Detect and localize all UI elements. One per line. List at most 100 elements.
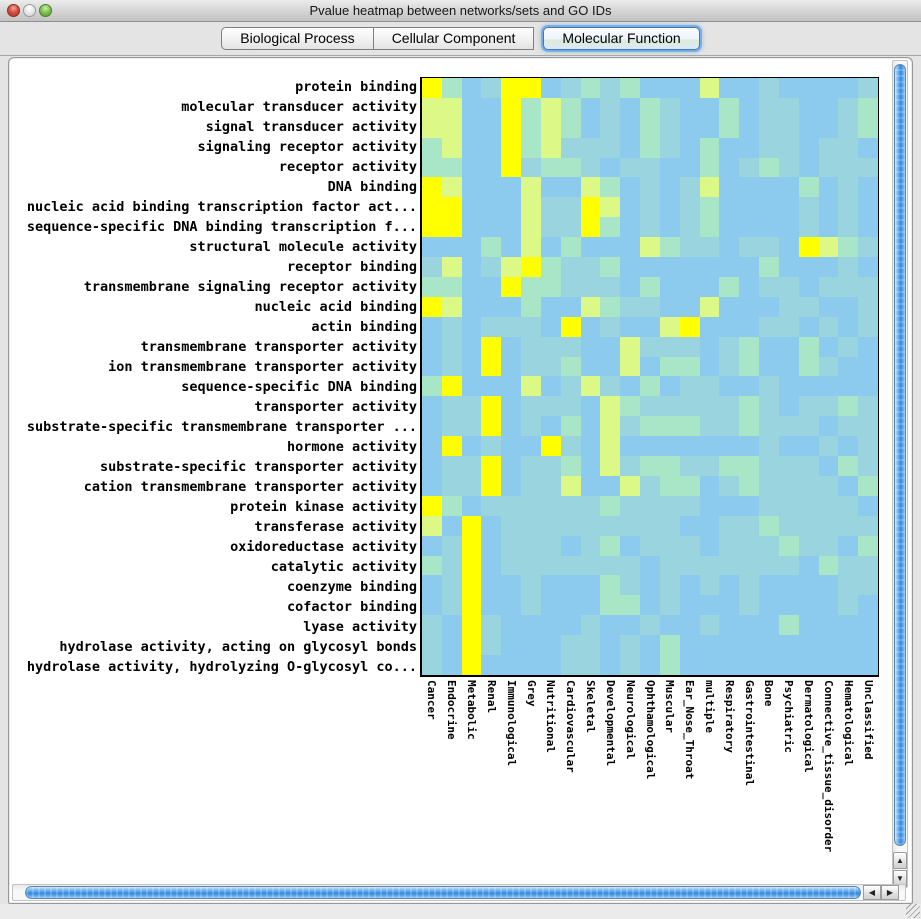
heatmap-cell <box>461 276 482 297</box>
heatmap-cell <box>441 197 462 218</box>
heatmap-cell <box>422 177 442 198</box>
heatmap-cell <box>739 78 760 98</box>
heatmap-cell <box>818 635 839 656</box>
heatmap-cell <box>679 117 700 138</box>
heatmap-cell <box>580 515 601 536</box>
scroll-right-button[interactable]: ▶ <box>881 885 899 900</box>
heatmap-cell <box>461 475 482 496</box>
heatmap-cell <box>798 396 819 417</box>
resize-grip[interactable] <box>906 904 920 918</box>
heatmap-cell <box>719 416 740 437</box>
heatmap-cell <box>501 555 522 576</box>
heatmap-cell <box>798 276 819 297</box>
heatmap-cell <box>501 336 522 357</box>
heatmap-cell <box>699 217 720 238</box>
heatmap-cell <box>481 177 502 198</box>
heatmap-cell <box>838 515 859 536</box>
heatmap-cell <box>759 197 779 218</box>
heatmap-cell <box>699 555 720 576</box>
heatmap-cell <box>620 515 641 536</box>
heatmap-cell <box>501 396 522 417</box>
heatmap-cell <box>481 575 502 596</box>
heatmap-cell <box>798 615 819 636</box>
heatmap-cell <box>501 356 522 377</box>
heatmap-cell <box>521 555 541 576</box>
heatmap-cell <box>739 137 760 158</box>
heatmap-cell <box>441 396 462 417</box>
heatmap-cell <box>818 117 839 138</box>
heatmap-cell <box>540 356 561 377</box>
heatmap-cell <box>818 655 839 675</box>
heatmap-cell <box>540 555 561 576</box>
heatmap-cell <box>798 436 819 457</box>
heatmap-cell <box>580 356 601 377</box>
heatmap-cell <box>580 97 601 118</box>
heatmap-cell <box>560 396 581 417</box>
vertical-scrollbar[interactable]: ▲ ▼ <box>892 60 908 888</box>
heatmap-cell <box>739 177 760 198</box>
heatmap-row-labels: protein binding molecular transducer acti… <box>19 77 417 677</box>
close-button[interactable] <box>7 4 20 17</box>
heatmap-cell <box>481 635 502 656</box>
heatmap-cell <box>858 555 878 576</box>
heatmap-cell <box>481 296 502 317</box>
heatmap-cell <box>719 475 740 496</box>
row-label: ion transmembrane transporter activity <box>108 359 417 375</box>
heatmap-cell <box>778 475 799 496</box>
heatmap-cell <box>798 157 819 178</box>
heatmap-cell <box>798 177 819 198</box>
heatmap-cell <box>600 137 621 158</box>
heatmap-cell <box>461 635 482 656</box>
heatmap-cell <box>521 396 541 417</box>
heatmap-cell <box>838 535 859 556</box>
heatmap-cell <box>441 635 462 656</box>
heatmap-cell <box>679 555 700 576</box>
tab-biological-process[interactable]: Biological Process <box>221 27 374 50</box>
column-label: Cardiovascular <box>564 680 577 773</box>
heatmap-cell <box>521 137 541 158</box>
heatmap-cell <box>679 535 700 556</box>
zoom-button[interactable] <box>39 4 52 17</box>
horizontal-scrollbar[interactable]: ◀ ▶ <box>12 884 906 901</box>
heatmap-cell <box>422 655 442 675</box>
heatmap-cell <box>679 97 700 118</box>
scroll-left-button[interactable]: ◀ <box>863 885 881 900</box>
heatmap-cell <box>838 217 859 238</box>
heatmap-cell <box>759 436 779 457</box>
window-titlebar[interactable]: Pvalue heatmap between networks/sets and… <box>0 0 921 22</box>
heatmap-cell <box>441 157 462 178</box>
vscroll-thumb[interactable] <box>894 64 906 846</box>
heatmap-cell <box>719 456 740 476</box>
heatmap-cell <box>858 197 878 218</box>
column-label: Grey <box>525 680 538 707</box>
heatmap-cell <box>699 436 720 457</box>
heatmap-cell <box>858 356 878 377</box>
tab-cellular-component[interactable]: Cellular Component <box>373 27 535 50</box>
heatmap-cell <box>719 316 740 337</box>
heatmap-cell <box>719 535 740 556</box>
heatmap-cell <box>461 436 482 457</box>
hscroll-thumb[interactable] <box>25 886 861 899</box>
heatmap-cell <box>461 296 482 317</box>
heatmap-cell <box>679 595 700 616</box>
heatmap-cell <box>739 356 760 377</box>
heatmap-cell <box>838 495 859 516</box>
row-label: nucleic acid binding <box>254 299 417 315</box>
heatmap-cell <box>818 97 839 118</box>
heatmap-cell <box>699 117 720 138</box>
heatmap-cell <box>679 456 700 476</box>
scroll-up-button[interactable]: ▲ <box>893 852 907 869</box>
heatmap-cell <box>739 237 760 258</box>
heatmap-cell <box>818 436 839 457</box>
heatmap-cell <box>422 495 442 516</box>
heatmap-cell <box>699 237 720 258</box>
heatmap-cell <box>659 217 680 238</box>
minimize-button[interactable] <box>23 4 36 17</box>
heatmap-cell <box>540 436 561 457</box>
heatmap-cell <box>838 615 859 636</box>
heatmap-cell <box>600 615 621 636</box>
heatmap-cell <box>739 595 760 616</box>
heatmap-cell <box>679 137 700 158</box>
tab-molecular-function[interactable]: Molecular Function <box>543 27 700 50</box>
